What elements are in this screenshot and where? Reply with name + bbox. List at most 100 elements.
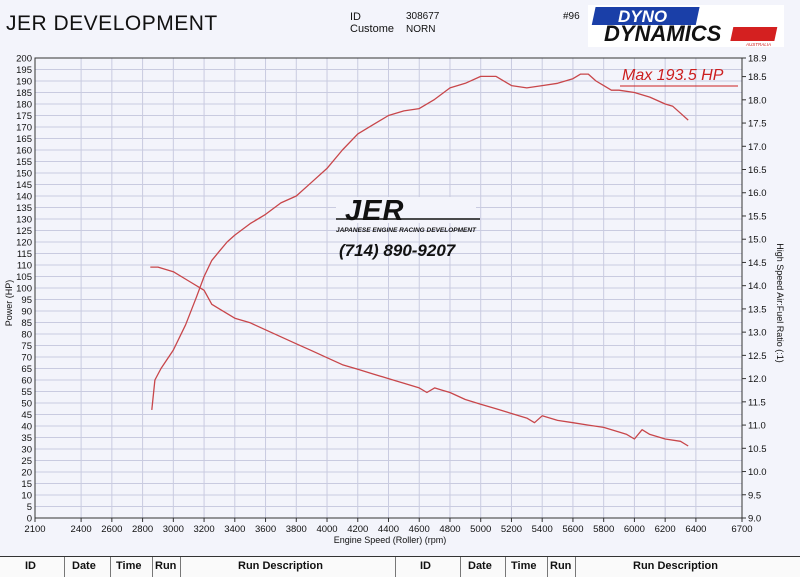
y-tick-label: 130 <box>16 215 32 226</box>
y2-tick-label: 18.9 <box>748 54 767 65</box>
right-axis-ticks: 9.0 9.5 10.0 10.5 11.0 11.5 12.0 12.5 13.0 13.5 14… <box>742 54 767 525</box>
col-run-description: Run Description <box>238 560 323 572</box>
y-tick-label: 170 <box>16 123 32 134</box>
run-table-header: ID Date Time Run Run Description ID Date… <box>0 556 800 577</box>
phone-number: (714) 890-9207 <box>339 241 457 260</box>
x-tick-label: 6000 <box>624 524 645 535</box>
y2-tick-label: 15.0 <box>748 235 767 246</box>
x-tick-label: 5600 <box>562 524 583 535</box>
y-tick-label: 120 <box>16 238 32 249</box>
x-tick-label: 6200 <box>655 524 676 535</box>
logo-tagline: AUSTRALIA <box>745 42 771 47</box>
y2-tick-label: 18.0 <box>748 95 767 106</box>
y-tick-label: 110 <box>17 261 32 272</box>
x-tick-label: 2600 <box>101 524 122 535</box>
y-axis-title: Power (HP) <box>4 280 14 327</box>
col-id: ID <box>25 560 36 572</box>
y2-tick-label: 12.0 <box>748 374 767 385</box>
y-tick-label: 165 <box>16 134 32 145</box>
y-tick-label: 85 <box>21 318 32 329</box>
y2-tick-label: 14.5 <box>748 258 767 269</box>
y2-tick-label: 14.0 <box>748 281 767 292</box>
customer-value: NORN <box>406 24 436 35</box>
y-tick-label: 140 <box>16 192 32 203</box>
y2-tick-label: 17.0 <box>748 142 767 153</box>
jer-logo: JER JAPANESE ENGINE RACING DEVELOPMENT <box>336 195 480 234</box>
y-tick-label: 175 <box>16 111 32 122</box>
x-tick-label: 3400 <box>224 524 245 535</box>
y2-tick-label: 10.5 <box>748 444 767 455</box>
sheet-number: #96 <box>563 11 580 22</box>
logo-blue-band <box>591 7 700 25</box>
y2-tick-label: 10.0 <box>748 467 767 478</box>
id-label: ID <box>350 11 361 23</box>
y2-tick-label: 18.5 <box>748 72 767 83</box>
x-tick-label: 3200 <box>193 524 214 535</box>
x-tick-label: 4400 <box>378 524 399 535</box>
y-tick-label: 15 <box>21 479 32 490</box>
jer-logo-mark: JER <box>345 195 404 227</box>
x-tick-label: 4000 <box>316 524 337 535</box>
logo-line1: DYNO <box>618 7 667 26</box>
x-tick-label: 4600 <box>409 524 430 535</box>
logo-line2: DYNAMICS <box>604 21 722 46</box>
col-date: Date <box>72 560 96 572</box>
logo-red-band <box>730 27 778 41</box>
y-tick-label: 10 <box>21 491 32 502</box>
power-curve <box>151 73 689 410</box>
col-id-2: ID <box>420 560 431 572</box>
y-tick-label: 135 <box>16 203 32 214</box>
customer-label: Custome <box>350 23 395 35</box>
y-tick-label: 100 <box>16 284 32 295</box>
x-tick-label: 4200 <box>347 524 368 535</box>
x-tick-label: 5000 <box>470 524 491 535</box>
y-tick-label: 20 <box>21 468 32 479</box>
y-tick-label: 50 <box>21 399 32 410</box>
col-run-description-2: Run Description <box>633 560 718 572</box>
y-tick-label: 145 <box>16 180 32 191</box>
x-tick-label: 3600 <box>255 524 276 535</box>
y-tick-label: 65 <box>21 364 32 375</box>
y2-tick-label: 13.5 <box>748 304 767 315</box>
y2-tick-label: 15.5 <box>748 211 767 222</box>
chart-series <box>150 73 689 447</box>
x-tick-label: 2800 <box>132 524 153 535</box>
y-tick-label: 155 <box>16 157 32 168</box>
y-tick-label: 200 <box>16 54 32 65</box>
y-tick-label: 30 <box>21 445 32 456</box>
col-date-2: Date <box>468 560 492 572</box>
y2-tick-label: 12.5 <box>748 351 767 362</box>
max-power-label: Max 193.5 HP <box>622 67 724 84</box>
y-tick-label: 180 <box>16 100 32 111</box>
y-tick-label: 60 <box>21 376 32 387</box>
x-tick-label: 4800 <box>439 524 460 535</box>
x-tick-label: 3000 <box>163 524 184 535</box>
y-tick-label: 190 <box>16 77 32 88</box>
y-tick-label: 150 <box>16 169 32 180</box>
y-tick-label: 45 <box>21 410 32 421</box>
afr-curve <box>150 266 689 447</box>
y-tick-label: 0 <box>27 514 32 525</box>
y-tick-label: 70 <box>21 353 32 364</box>
jer-logo-subtitle: JAPANESE ENGINE RACING DEVELOPMENT <box>336 227 477 234</box>
y2-axis-title: High Speed Air:Fuel Ratio (:1) <box>775 243 785 363</box>
x-tick-label: 2400 <box>71 524 92 535</box>
y-tick-label: 25 <box>21 456 32 467</box>
y-tick-label: 160 <box>16 146 32 157</box>
x-tick-label: 2100 <box>24 524 45 535</box>
x-tick-label: 3800 <box>286 524 307 535</box>
y-tick-label: 75 <box>21 341 32 352</box>
dyno-chart: 0510152025303540455055606570758085909510… <box>4 54 785 546</box>
col-time-2: Time <box>511 560 537 572</box>
y-tick-label: 35 <box>21 433 32 444</box>
y-tick-label: 195 <box>16 65 32 76</box>
x-tick-label: 5200 <box>501 524 522 535</box>
bottom-axis-ticks: 2100 2400 2600 2800 3000 3200 3400 3600 3800 4000… <box>24 518 753 535</box>
y2-tick-label: 9.0 <box>748 514 761 525</box>
y-tick-label: 185 <box>16 88 32 99</box>
x-tick-label: 6700 <box>731 524 752 535</box>
col-run: Run <box>155 560 177 572</box>
y2-tick-label: 13.0 <box>748 328 767 339</box>
y-tick-label: 90 <box>21 307 32 318</box>
